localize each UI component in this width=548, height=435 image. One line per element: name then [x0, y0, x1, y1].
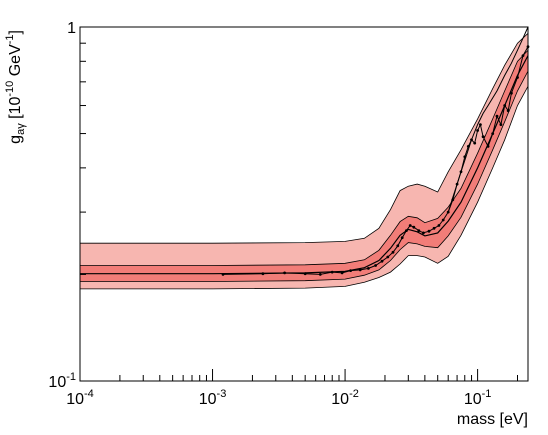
- band-2sigma: [79, 32, 529, 290]
- x-tick-label: 10-1: [464, 388, 492, 408]
- observed-point: [451, 198, 455, 202]
- observed-point: [486, 145, 490, 148]
- observed-point: [432, 226, 436, 230]
- observed-point: [481, 135, 485, 139]
- bands-layer: [79, 32, 529, 290]
- observed-point: [441, 218, 445, 222]
- y-axis-title-main: g: [7, 135, 24, 144]
- observed-point: [283, 271, 286, 275]
- observed-point: [479, 123, 482, 126]
- y-axis-title-close: ]: [7, 30, 24, 34]
- observed-point: [499, 123, 503, 126]
- observed-point: [417, 229, 421, 233]
- y-axis-title-exp: -10: [4, 81, 16, 97]
- y-tick-label-base: 10: [48, 374, 66, 391]
- x-tick-label-base: 10: [199, 391, 217, 408]
- observed-line: [222, 46, 529, 275]
- observed-point: [510, 91, 513, 95]
- plot-frame: [79, 26, 529, 382]
- observed-point: [491, 132, 495, 136]
- observed-point: [422, 231, 425, 235]
- observed-point: [405, 229, 408, 233]
- x-tick-label-base: 10: [66, 391, 84, 408]
- ticks-layer: [79, 26, 519, 382]
- x-tick-label-exp: -1: [482, 388, 492, 400]
- labels-layer: 10-4 10-3 10-2 10-110-11: [48, 20, 491, 408]
- y-axis-title-unit: GeV: [7, 44, 24, 81]
- lines-layer: [80, 26, 530, 276]
- observed-point: [318, 273, 322, 276]
- x-tick-label-base: 10: [331, 391, 349, 408]
- observed-point: [391, 250, 395, 254]
- observed-point: [400, 236, 404, 240]
- x-tick-label-exp: -2: [349, 388, 359, 400]
- observed-point: [437, 224, 441, 227]
- observed-point: [459, 170, 463, 174]
- observed-point: [386, 255, 390, 259]
- y-tick-label-exp: -1: [66, 371, 76, 383]
- observed-point: [455, 182, 459, 186]
- y-tick-label-base: 1: [67, 20, 76, 37]
- observed-point: [408, 224, 412, 227]
- x-tick-label-exp: -3: [217, 388, 227, 400]
- observed-point: [221, 273, 225, 276]
- x-tick-label: 10-3: [199, 388, 227, 408]
- observed-point: [495, 114, 499, 118]
- observed-point: [476, 129, 479, 132]
- x-axis-title: mass [eV]: [457, 411, 528, 428]
- observed-point: [516, 76, 519, 79]
- observed-point: [503, 104, 507, 107]
- observed-point: [330, 270, 334, 274]
- y-tick-label: 10-1: [48, 371, 76, 391]
- x-tick-label: 10-4: [66, 388, 94, 408]
- x-tick-label-exp: -4: [84, 388, 94, 400]
- observed-point: [349, 269, 352, 272]
- observed-point: [367, 267, 370, 270]
- y-axis-title-rest: [10: [7, 97, 24, 124]
- observed-point: [473, 141, 477, 145]
- observed-point: [521, 54, 525, 57]
- observed-point: [470, 138, 473, 142]
- observed-point: [463, 155, 467, 159]
- observed-point: [340, 271, 344, 275]
- observed-point: [358, 268, 362, 272]
- y-axis-title-unit-exp: -1: [4, 34, 16, 44]
- y-tick-label: 1: [67, 20, 76, 37]
- observed-point: [380, 259, 384, 263]
- observed-point: [427, 229, 431, 233]
- observed-point: [466, 145, 470, 148]
- x-tick-label-base: 10: [464, 391, 482, 408]
- y-axis-title: gaγ [10-10 GeV-1]: [4, 30, 27, 144]
- observed-point: [261, 272, 265, 276]
- observed-point: [412, 225, 416, 229]
- x-tick-label: 10-2: [331, 388, 359, 408]
- observed-point: [446, 210, 450, 214]
- observed-point: [396, 244, 400, 248]
- observed-point: [374, 264, 377, 267]
- observed-point: [303, 272, 307, 276]
- y-axis-title-sub: aγ: [15, 123, 27, 135]
- observed-point: [506, 109, 510, 113]
